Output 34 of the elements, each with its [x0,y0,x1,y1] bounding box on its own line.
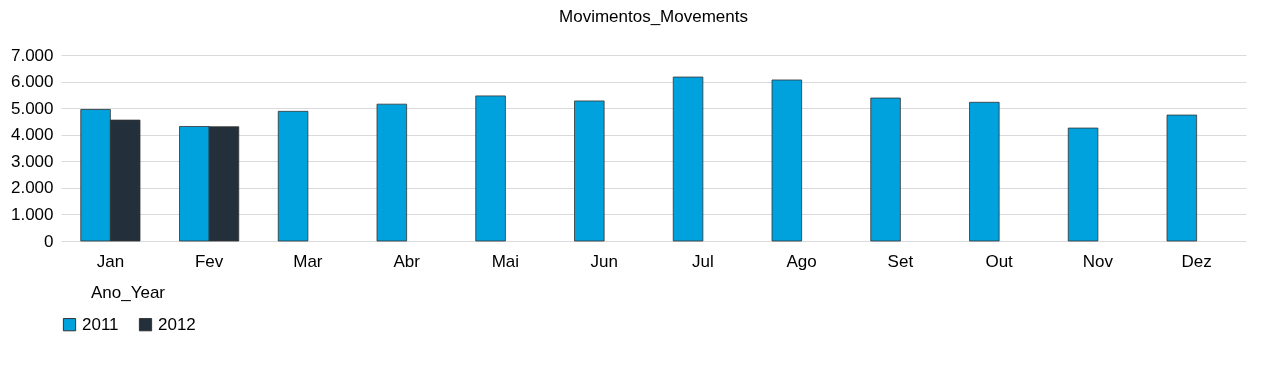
legend-label: 2011 [82,314,119,334]
bar [376,103,408,242]
y-tick-label: 0 [44,231,54,251]
x-tick-label: Set [887,251,914,271]
x-tick-label: Jul [692,251,714,271]
bar [672,76,704,242]
x-tick-label: Out [985,251,1014,271]
x-tick-label: Ago [786,251,817,271]
x-tick-label: Jun [590,251,618,271]
bar [277,110,309,242]
legend-label: 2012 [158,314,196,334]
bar [969,101,1000,242]
y-tick-label: 6.000 [10,72,54,92]
bar [475,95,506,242]
bar [1166,114,1198,242]
y-tick-label: 5.000 [10,98,54,118]
y-tick-label: 3.000 [10,151,54,171]
bar [1067,127,1099,242]
bar [574,100,605,242]
x-tick-label: Fev [194,251,224,271]
bar [870,97,901,242]
x-tick-label: Dez [1181,251,1212,271]
legend-title: Ano_Year [90,283,166,302]
chart-title: Movimentos_Movements [559,7,748,26]
y-tick-label: 7.000 [10,45,54,65]
bar [771,79,803,242]
y-tick-label: 2.000 [10,178,54,198]
x-tick-label: Jan [96,251,125,271]
x-tick-label: Nov [1082,251,1114,271]
y-tick-label: 1.000 [10,204,54,224]
y-tick-label: 4.000 [10,125,54,145]
x-tick-label: Abr [393,251,421,271]
x-tick-label: Mar [293,251,323,271]
x-tick-label: Mai [491,251,520,271]
